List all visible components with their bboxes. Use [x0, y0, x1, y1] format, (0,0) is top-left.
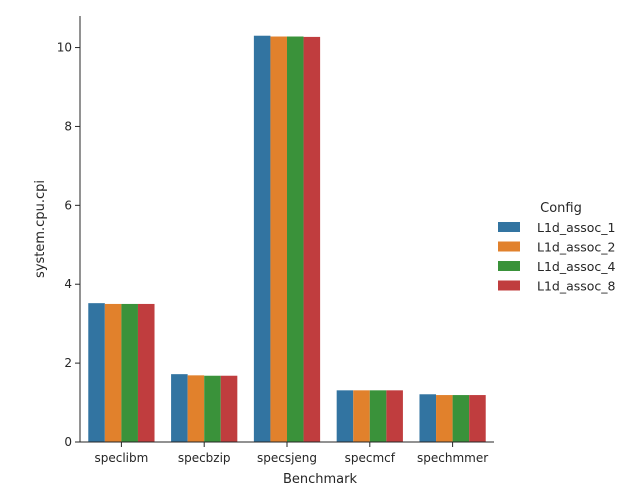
bar-specsjeng-L1d_assoc_2: [270, 36, 287, 443]
ticks-layer: speclibm specbzip specsjeng specmcf spechmme…: [57, 41, 489, 465]
y-tick-label: 0: [64, 435, 72, 449]
bar-specmcf-L1d_assoc_8: [386, 390, 403, 442]
bar-spechmmer-L1d_assoc_8: [469, 395, 486, 442]
bar-speclibm-L1d_assoc_8: [137, 303, 155, 442]
x-tick-label: speclibm: [94, 451, 148, 465]
bar-specmcf-L1d_assoc_1: [336, 390, 354, 442]
bar-specmcf-L1d_assoc_4: [369, 390, 387, 442]
bar-specsjeng-L1d_assoc_1: [253, 35, 271, 442]
legend-label-L1d_assoc_8: L1d_assoc_8: [537, 279, 616, 294]
x-tick-label: spechmmer: [417, 451, 488, 465]
legend-swatch-L1d_assoc_8: [498, 280, 520, 291]
bar-spechmmer-L1d_assoc_2: [436, 395, 453, 442]
bar-specbzip-L1d_assoc_2: [187, 375, 205, 442]
legend-label-L1d_assoc_2: L1d_assoc_2: [537, 240, 616, 255]
y-tick-label: 6: [64, 198, 72, 212]
bar-speclibm-L1d_assoc_4: [121, 303, 138, 442]
bars-layer: [88, 35, 486, 443]
legend-items: L1d_assoc_1 L1d_assoc_2 L1d_assoc_4 L1d_ass…: [498, 220, 616, 294]
bar-specsjeng-L1d_assoc_4: [287, 36, 304, 443]
legend-label-L1d_assoc_1: L1d_assoc_1: [537, 220, 616, 235]
legend: Config L1d_assoc_1 L1d_assoc_2 L1d_assoc_4…: [498, 201, 616, 294]
bar-specbzip-L1d_assoc_8: [220, 375, 238, 442]
y-tick-label: 2: [64, 356, 72, 370]
y-tick-label: 10: [57, 41, 72, 55]
x-tick-label: specmcf: [345, 451, 396, 465]
bar-specsjeng-L1d_assoc_8: [303, 36, 321, 443]
y-tick-label: 4: [64, 277, 72, 291]
x-axis-label: Benchmark: [283, 472, 358, 487]
bar-specbzip-L1d_assoc_1: [171, 374, 188, 442]
legend-label-L1d_assoc_4: L1d_assoc_4: [537, 259, 616, 274]
legend-title: Config: [540, 201, 582, 216]
legend-swatch-L1d_assoc_2: [498, 241, 520, 252]
bar-specbzip-L1d_assoc_4: [204, 375, 221, 442]
bar-speclibm-L1d_assoc_2: [104, 303, 122, 442]
y-axis-label: system.cpu.cpi: [33, 180, 48, 278]
x-tick-label: specbzip: [178, 451, 231, 465]
bar-speclibm-L1d_assoc_1: [88, 303, 105, 442]
legend-swatch-L1d_assoc_1: [498, 222, 520, 232]
x-tick-label: specsjeng: [257, 451, 317, 465]
legend-swatch-L1d_assoc_4: [498, 261, 520, 271]
y-tick-label: 8: [64, 119, 72, 133]
bar-specmcf-L1d_assoc_2: [353, 390, 370, 442]
bar-spechmmer-L1d_assoc_4: [452, 395, 470, 442]
bar-spechmmer-L1d_assoc_1: [419, 394, 437, 442]
